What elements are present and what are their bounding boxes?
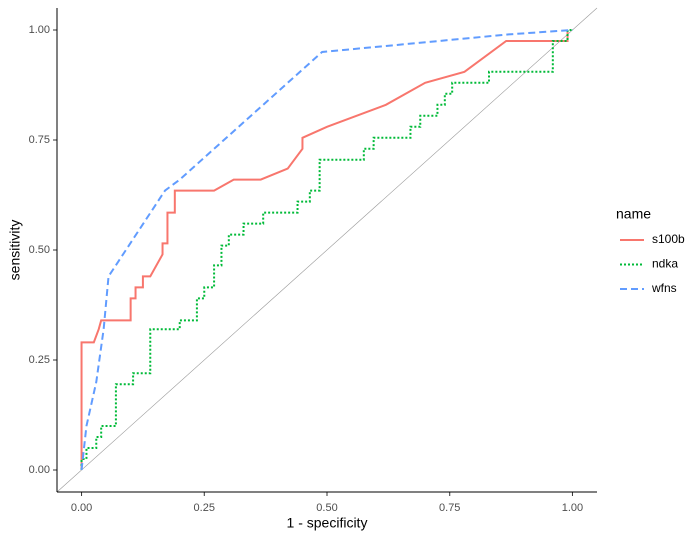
- legend-label: ndka: [652, 257, 678, 271]
- x-tick-label: 0.75: [439, 502, 460, 514]
- y-tick-label: 0.25: [29, 354, 50, 366]
- legend-label: s100b: [652, 232, 685, 246]
- roc-line: [80, 29, 573, 471]
- x-tick-label: 0.25: [194, 502, 215, 514]
- y-axis-title: sensitivity: [7, 220, 23, 281]
- y-tick-label: 1.00: [29, 24, 50, 36]
- x-axis-title: 1 - specificity: [287, 515, 368, 531]
- y-tick-label: 0.50: [29, 244, 50, 256]
- legend-label: wfns: [651, 281, 677, 295]
- x-tick-label: 1.00: [562, 502, 583, 514]
- diagonal-line: [56, 7, 598, 493]
- x-tick-label: 0.50: [316, 502, 337, 514]
- legend-title: name: [616, 206, 651, 222]
- y-tick-label: 0.75: [29, 134, 50, 146]
- roc-line: [80, 30, 569, 470]
- roc-line: [80, 29, 573, 470]
- y-tick-label: 0.00: [29, 464, 50, 476]
- x-tick-label: 0.00: [71, 502, 92, 514]
